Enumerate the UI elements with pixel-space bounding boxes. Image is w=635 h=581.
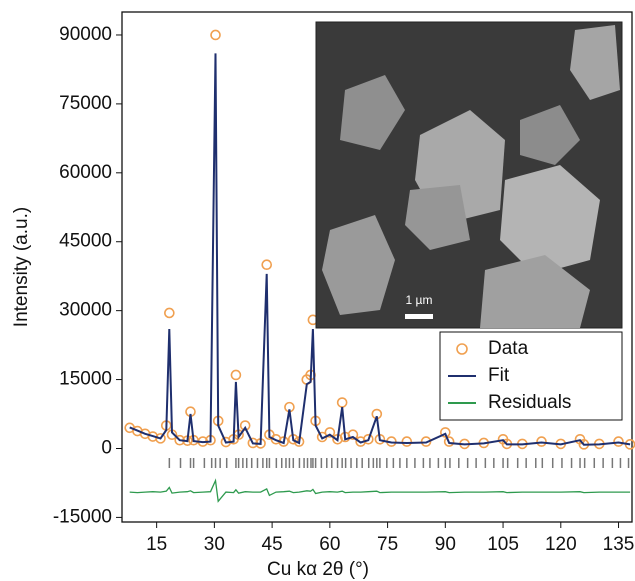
legend-label: Fit xyxy=(488,365,510,386)
x-tick-label: 60 xyxy=(319,534,340,555)
y-tick-label: 30000 xyxy=(59,300,112,321)
x-tick-label: 30 xyxy=(204,534,225,555)
y-tick-label: 15000 xyxy=(59,369,112,390)
x-tick-label: 135 xyxy=(603,534,635,555)
legend-label: Data xyxy=(488,338,529,359)
data-point xyxy=(338,398,347,407)
scale-bar xyxy=(405,314,433,319)
y-tick-label: 60000 xyxy=(59,162,112,183)
scale-label: 1 µm xyxy=(406,293,433,307)
x-tick-label: 120 xyxy=(545,534,577,555)
x-tick-label: 105 xyxy=(487,534,519,555)
sem-inset: 1 µm xyxy=(316,22,622,328)
y-tick-label: 45000 xyxy=(59,231,112,252)
residuals-line xyxy=(130,481,630,502)
x-tick-label: 90 xyxy=(435,534,456,555)
y-tick-label: 75000 xyxy=(59,93,112,114)
y-tick-label: -15000 xyxy=(53,506,112,527)
x-tick-label: 45 xyxy=(262,534,283,555)
chart: Cu kα 2θ (°) Intensity (a.u.) -15000 0 150… xyxy=(0,0,635,581)
data-point xyxy=(231,370,240,379)
y-tick-label: 0 xyxy=(101,438,112,459)
data-point xyxy=(402,437,411,446)
page: {"chart_data": {"type": "line", "x_label… xyxy=(0,0,635,581)
data-point xyxy=(165,308,174,317)
y-tick-label: 90000 xyxy=(59,24,112,45)
y-axis-label: Intensity (a.u.) xyxy=(11,207,32,327)
data-point xyxy=(262,260,271,269)
data-point xyxy=(211,30,220,39)
x-axis-label: Cu kα 2θ (°) xyxy=(267,559,369,580)
x-tick-label: 15 xyxy=(146,534,167,555)
x-tick-label: 75 xyxy=(377,534,398,555)
legend-label: Residuals xyxy=(488,392,571,413)
